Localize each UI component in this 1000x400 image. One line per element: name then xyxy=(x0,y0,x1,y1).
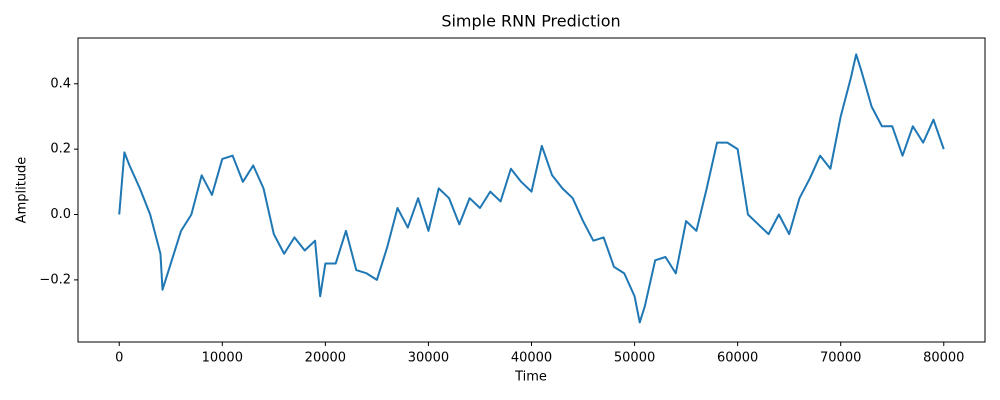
y-tick-label: −0.2 xyxy=(39,272,71,287)
line-series xyxy=(118,53,945,324)
y-tick-label: 0.0 xyxy=(50,207,71,222)
x-axis-label: Time xyxy=(514,370,547,385)
x-tick-label: 40000 xyxy=(511,351,552,366)
x-tick-label: 30000 xyxy=(408,351,449,366)
y-tick-label: 0.2 xyxy=(50,142,71,157)
x-tick-label: 20000 xyxy=(305,351,346,366)
x-tick-label: 80000 xyxy=(923,351,964,366)
chart-title: Simple RNN Prediction xyxy=(441,12,620,31)
y-axis-label: Amplitude xyxy=(15,157,30,224)
x-tick-label: 10000 xyxy=(202,351,243,366)
plot-frame xyxy=(77,37,986,343)
x-tick-label: 50000 xyxy=(614,351,655,366)
x-tick-label: 60000 xyxy=(717,351,758,366)
x-tick-label: 70000 xyxy=(820,351,861,366)
y-tick-label: 0.4 xyxy=(50,76,71,91)
x-tick-label: 0 xyxy=(115,351,123,366)
